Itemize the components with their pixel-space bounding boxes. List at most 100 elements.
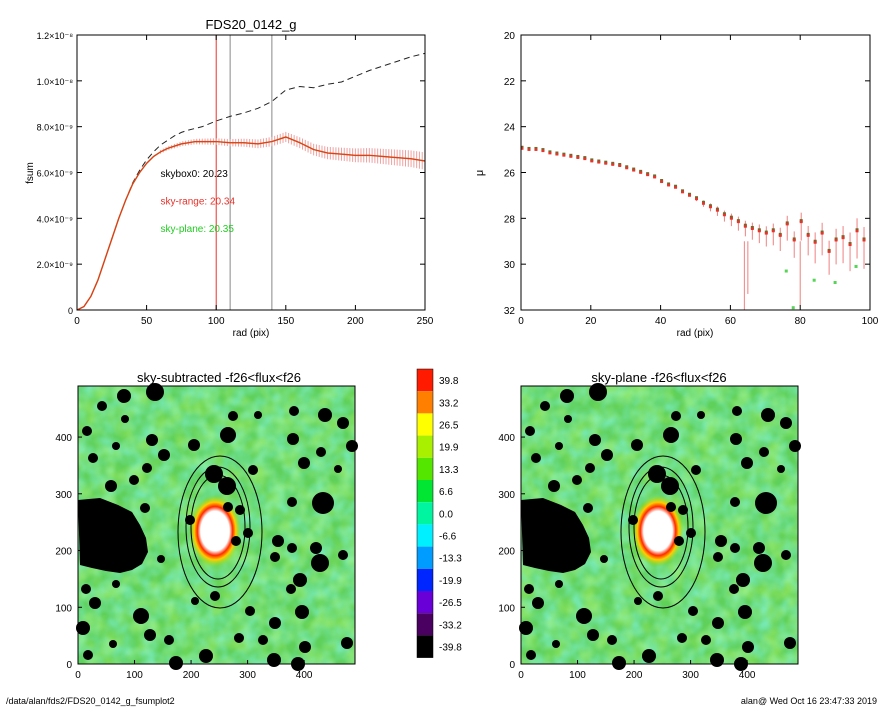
star-mask xyxy=(612,656,626,670)
star-mask xyxy=(286,584,296,594)
point-red xyxy=(562,154,566,157)
colorbar-label: 26.5 xyxy=(439,421,459,432)
galaxy-center xyxy=(650,514,666,548)
point-red xyxy=(764,232,768,235)
y-tick-label: 6.0×10⁻⁹ xyxy=(37,169,74,179)
galaxy-center xyxy=(207,514,223,548)
star-mask xyxy=(741,457,753,469)
star-mask xyxy=(234,633,244,643)
star-mask xyxy=(576,608,592,624)
panel-sky-subtracted-title: sky-subtracted -f26<flux<f26 xyxy=(137,370,301,385)
star-mask xyxy=(589,383,607,401)
x-tick-label: 100 xyxy=(569,670,586,681)
star-mask xyxy=(235,505,245,515)
star-mask xyxy=(671,411,681,421)
point-red xyxy=(548,151,552,155)
x-tick-label: 0 xyxy=(75,670,81,681)
colorbar-label: -19.9 xyxy=(439,576,462,587)
star-mask xyxy=(601,449,613,461)
point-red xyxy=(660,180,664,184)
star-mask xyxy=(583,503,593,513)
point-red xyxy=(618,164,622,167)
point-red xyxy=(695,197,698,201)
y-tick-label: 28 xyxy=(504,214,516,225)
image-frame xyxy=(77,385,356,665)
point-red xyxy=(827,250,831,253)
star-mask xyxy=(541,521,551,531)
star-mask xyxy=(254,411,262,419)
footer-path: /data/alan/fds2/FDS20_0142_g_fsumplot2 xyxy=(6,696,175,706)
star-mask xyxy=(289,406,299,416)
star-mask xyxy=(158,449,170,461)
star-mask xyxy=(295,605,309,619)
colorbar-label: 39.8 xyxy=(439,376,459,387)
footer-timestamp: alan@ Wed Oct 16 23:47:33 2019 xyxy=(740,696,877,706)
panel-mu-ylabel: μ xyxy=(474,170,486,176)
point-red xyxy=(541,149,545,153)
star-mask xyxy=(761,408,775,422)
point-red xyxy=(722,213,726,217)
star-mask xyxy=(560,389,574,403)
panel-fsum-xlabel: rad (pix) xyxy=(233,328,270,339)
x-tick-label: 80 xyxy=(795,316,807,327)
panel-fsum-ylabel: fsum xyxy=(25,162,36,184)
star-mask xyxy=(678,505,688,515)
aperture-ellipse-outer xyxy=(177,455,263,609)
y-tick-label: 0 xyxy=(509,660,515,671)
star-mask xyxy=(311,554,329,572)
star-mask xyxy=(287,433,299,445)
star-mask xyxy=(117,389,131,403)
colorbar-label: -33.2 xyxy=(439,620,462,631)
star-mask xyxy=(732,406,742,416)
point-red xyxy=(778,234,782,237)
image-frame xyxy=(520,385,799,665)
star-mask xyxy=(245,606,255,616)
point-red xyxy=(527,148,531,151)
y-tick-label: 1.0×10⁻⁸ xyxy=(37,77,74,87)
colorbar-swatch xyxy=(417,568,433,591)
y-tick-label: 400 xyxy=(498,433,515,444)
star-mask xyxy=(781,550,791,560)
star-mask xyxy=(628,515,638,525)
point-red xyxy=(848,243,852,247)
panel-sky-plane: sky-plane -f26<flux<f26 0 100 200 300 400 0 10… xyxy=(498,370,801,681)
star-mask xyxy=(784,637,796,649)
y-tick-label: 400 xyxy=(55,433,72,444)
point-green xyxy=(833,281,837,284)
star-mask xyxy=(318,408,332,422)
y-tick-label: 20 xyxy=(504,31,516,42)
point-red xyxy=(632,169,636,172)
x-tick-label: 60 xyxy=(725,316,737,327)
x-tick-label: 0 xyxy=(74,316,80,327)
star-mask xyxy=(228,411,238,421)
point-green xyxy=(784,269,788,273)
star-mask xyxy=(293,573,307,587)
star-mask xyxy=(287,543,297,553)
colorbar-label: 33.2 xyxy=(439,398,459,409)
colorbar-label: -26.5 xyxy=(439,598,462,609)
star-mask xyxy=(248,465,258,475)
point-red xyxy=(750,227,754,230)
y-tick-label: 0 xyxy=(68,306,73,316)
y-tick-label: 200 xyxy=(55,547,72,558)
colorbar-swatch xyxy=(417,546,433,569)
y-tick-label: 8.0×10⁻⁹ xyxy=(37,123,74,133)
star-mask xyxy=(144,629,156,641)
point-red xyxy=(590,159,594,163)
star-mask xyxy=(524,584,534,594)
star-mask xyxy=(157,555,165,563)
star-mask xyxy=(316,447,326,457)
star-mask xyxy=(129,475,139,485)
star-mask xyxy=(109,640,117,648)
point-red xyxy=(569,155,573,158)
star-mask xyxy=(121,415,129,423)
point-red xyxy=(708,205,712,209)
star-mask xyxy=(701,635,711,645)
star-mask xyxy=(270,552,280,562)
star-mask xyxy=(146,383,164,401)
star-mask xyxy=(83,650,93,660)
colorbar-label: 0.0 xyxy=(439,509,453,520)
star-mask xyxy=(105,480,117,492)
x-tick-label: 0 xyxy=(518,670,524,681)
point-green xyxy=(854,264,858,268)
